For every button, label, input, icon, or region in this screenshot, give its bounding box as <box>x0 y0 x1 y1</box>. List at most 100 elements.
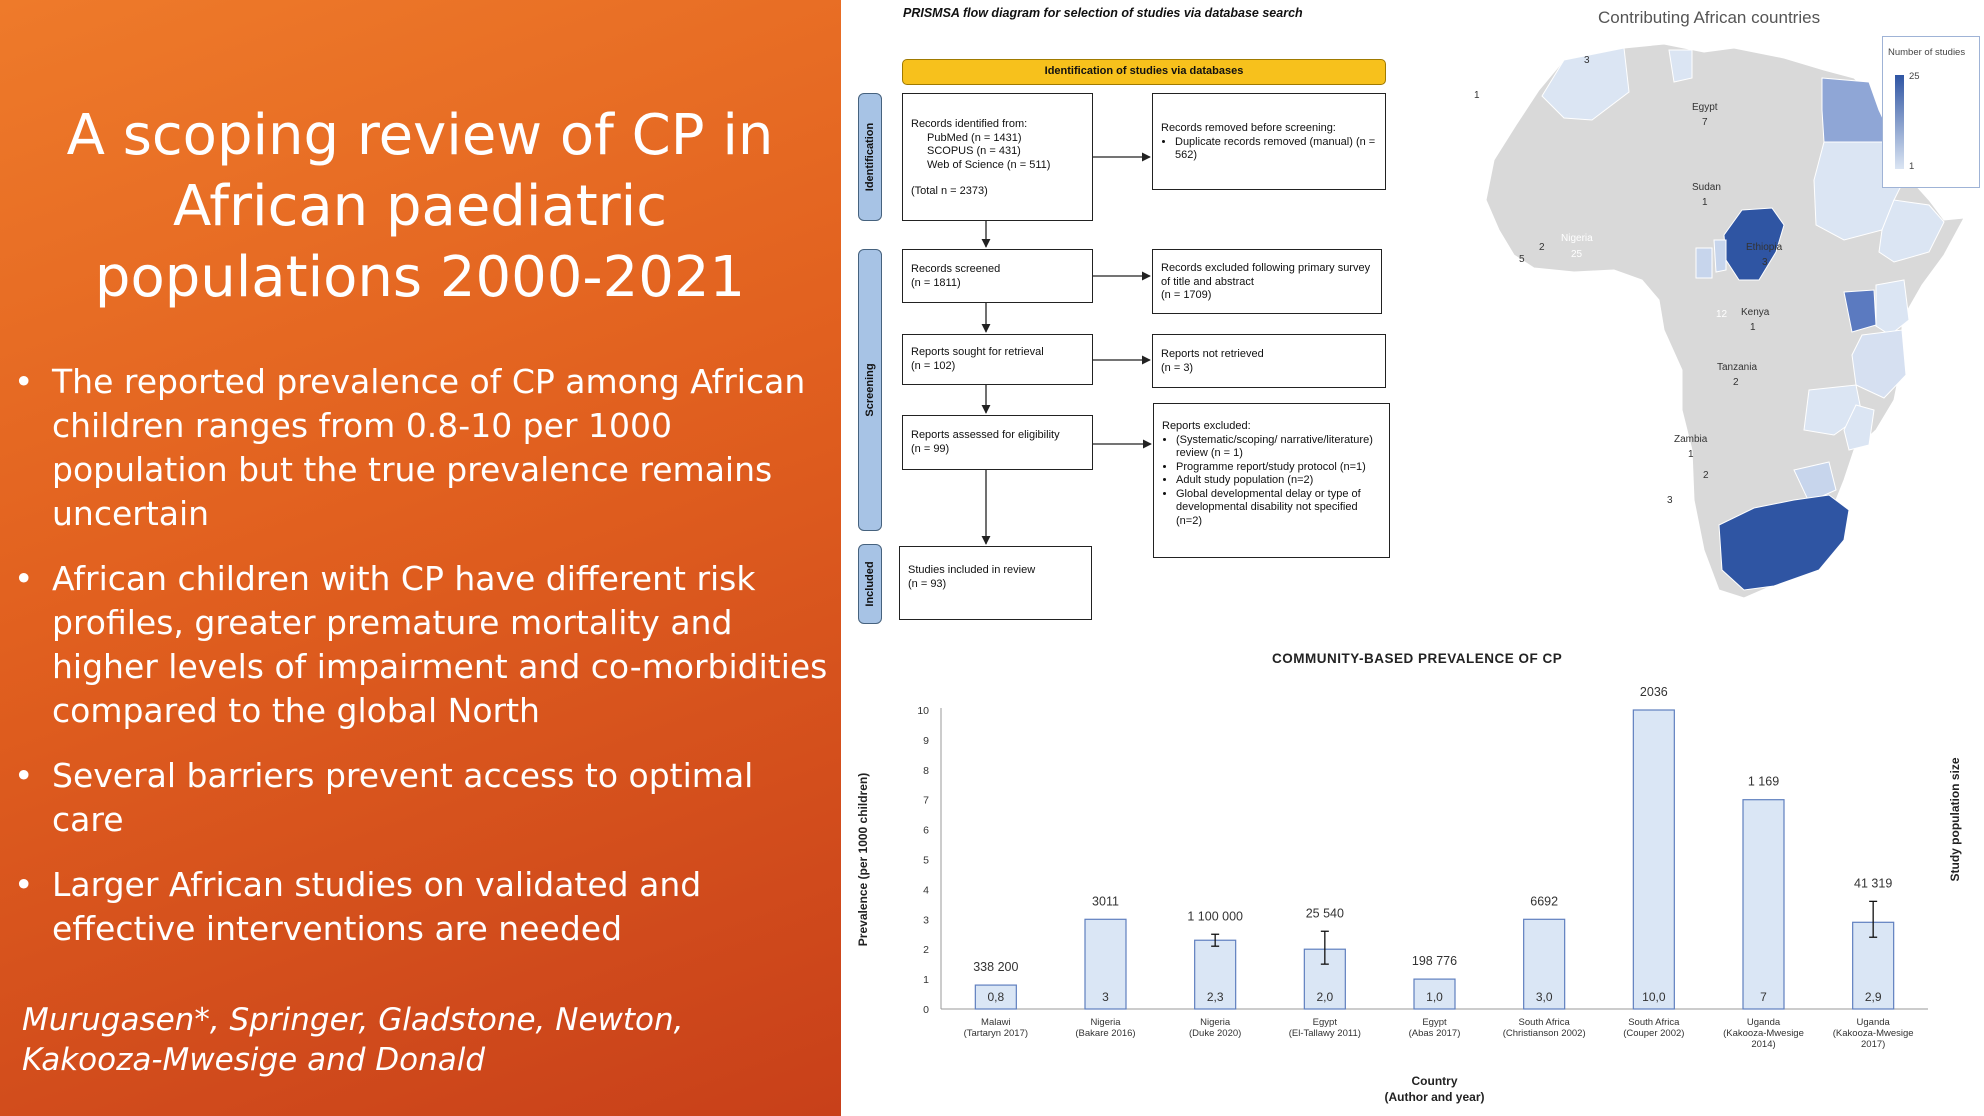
bar-value-label: 3,0 <box>1536 990 1553 1004</box>
finding-item: Several barriers prevent access to optim… <box>12 754 832 842</box>
legend-min: 1 <box>1909 161 1915 172</box>
chart-title: COMMUNITY-BASED PREVALENCE OF CP <box>1272 651 1563 666</box>
x-tick-label: (El-Tallawy 2011) <box>1289 1028 1361 1039</box>
y-tick-label: 5 <box>923 855 929 867</box>
y2-axis-title: Study population size <box>1948 757 1962 881</box>
bar-value-label: 7 <box>1760 990 1767 1004</box>
bar-value-label: 2,0 <box>1316 990 1333 1004</box>
population-size-label: 25 540 <box>1306 906 1344 920</box>
stage-label: Included <box>864 561 876 607</box>
map-count-label: 3 <box>1762 257 1768 268</box>
reports-not-retrieved-label: Reports not retrieved <box>1161 348 1264 360</box>
map-country-label: South Africa <box>1636 552 1690 563</box>
y-tick-label: 10 <box>917 705 929 717</box>
map-region <box>1713 239 1727 273</box>
map-region <box>1541 47 1630 121</box>
reports-excluded-item: Global developmental delay or type of de… <box>1176 488 1381 529</box>
stage-label: Screening <box>864 363 876 417</box>
studies-included-label: Studies included in review <box>908 564 1036 576</box>
map-count-label: 2 <box>1539 242 1545 253</box>
bar <box>1632 709 1675 1010</box>
x-tick-label: (Tartaryn 2017) <box>964 1028 1028 1039</box>
population-size-label: 1 100 000 <box>1187 909 1243 923</box>
y-tick-label: 1 <box>923 974 929 986</box>
y-tick-label: 3 <box>923 914 929 926</box>
records-screened-label: Records screened <box>911 263 1001 275</box>
records-source: PubMed (n = 1431) <box>927 131 1022 144</box>
x-tick-label: Nigeria <box>1200 1017 1231 1028</box>
map-count-label: 1 <box>1702 197 1708 208</box>
map-count-label: 7 <box>1702 117 1708 128</box>
map-title: Contributing African countries <box>1598 8 1821 27</box>
map-country-label: Egypt <box>1692 102 1718 113</box>
x-tick-label: 2017) <box>1861 1039 1885 1050</box>
records-removed-heading: Records removed before screening: <box>1161 122 1336 134</box>
x-tick-label: Malawi <box>981 1017 1011 1028</box>
x-tick-label: (Kakooza-Mwesige <box>1833 1028 1914 1039</box>
x-axis-title: (Author and year) <box>1384 1090 1484 1104</box>
map-count-label: 3 <box>1667 495 1673 506</box>
stage-identification: Identification <box>858 93 882 221</box>
map-count-label: 1 <box>1474 90 1480 101</box>
x-tick-label: Egypt <box>1422 1017 1447 1028</box>
map-region <box>1718 494 1850 591</box>
reports-not-retrieved-box: Reports not retrieved (n = 3) <box>1152 334 1386 388</box>
y-tick-label: 8 <box>923 765 929 777</box>
records-excluded-box: Records excluded following primary surve… <box>1152 249 1382 314</box>
records-excluded-count: (n = 1709) <box>1161 289 1212 301</box>
x-tick-label: (Abas 2017) <box>1409 1028 1461 1039</box>
y-tick-label: 7 <box>923 795 929 807</box>
map-country-label: Kenya <box>1741 307 1770 318</box>
map-legend: Number of studies 25 1 <box>1882 36 1980 188</box>
poster-title: A scoping review of CP in African paedia… <box>66 103 774 310</box>
reports-excluded-list: (Systematic/scoping/ narrative/literatur… <box>1162 434 1381 529</box>
reports-assessed-count: (n = 99) <box>911 442 950 455</box>
x-tick-label: Uganda <box>1747 1017 1781 1028</box>
y-tick-label: 0 <box>923 1004 929 1016</box>
x-tick-label: (Bakare 2016) <box>1075 1028 1135 1039</box>
y-tick-label: 6 <box>923 825 929 837</box>
stage-included: Included <box>858 544 882 624</box>
y-tick-label: 4 <box>923 884 929 896</box>
map-country-label: Zambia <box>1674 434 1708 445</box>
author-list: Murugasen*, Springer, Gladstone, Newton,… <box>22 1002 684 1078</box>
y-tick-label: 9 <box>923 735 929 747</box>
records-excluded-label: Records excluded following primary surve… <box>1161 262 1371 288</box>
reports-assessed-box: Reports assessed for eligibility (n = 99… <box>902 415 1093 470</box>
records-removed-list: Duplicate records removed (manual) (n = … <box>1161 136 1377 163</box>
bar <box>1523 918 1566 1010</box>
bar <box>974 984 1017 1010</box>
map-count-label: 3 <box>1584 55 1590 66</box>
records-identified-box: Records identified from: PubMed (n = 143… <box>902 93 1093 221</box>
finding-item: The reported prevalence of CP among Afri… <box>12 360 832 536</box>
reports-sought-box: Reports sought for retrieval (n = 102) <box>902 334 1093 385</box>
bar-value-label: 0,8 <box>987 990 1004 1004</box>
x-tick-label: Nigeria <box>1090 1017 1121 1028</box>
y-tick-label: 2 <box>923 944 929 956</box>
records-screened-box: Records screened (n = 1811) <box>902 249 1093 303</box>
x-tick-label: (Kakooza-Mwesige <box>1723 1028 1804 1039</box>
bar-value-label: 3 <box>1102 990 1109 1004</box>
bar-value-label: 2,3 <box>1207 990 1224 1004</box>
x-tick-label: (Duke 2020) <box>1189 1028 1241 1039</box>
reports-excluded-heading: Reports excluded: <box>1162 420 1251 432</box>
map-region <box>1668 49 1693 83</box>
population-size-label: 41 319 <box>1854 876 1892 890</box>
bar-value-label: 2,9 <box>1865 990 1882 1004</box>
bar <box>1413 978 1456 1010</box>
map-country-label: Nigeria <box>1561 233 1593 244</box>
population-size-label: 3011 <box>1092 894 1119 908</box>
reports-excluded-item: (Systematic/scoping/ narrative/literatur… <box>1176 434 1381 461</box>
reports-excluded-item: Programme report/study protocol (n=1) <box>1176 461 1381 475</box>
map-count-label: 1 <box>1750 322 1756 333</box>
x-axis-title: Country <box>1412 1074 1458 1088</box>
africa-map <box>1485 43 1965 599</box>
reports-excluded-item: Adult study population (n=2) <box>1176 474 1381 488</box>
x-tick-label: (Christianson 2002) <box>1503 1028 1586 1039</box>
bar <box>1742 799 1785 1010</box>
legend-title: Number of studies <box>1888 47 1966 58</box>
finding-item: African children with CP have different … <box>12 557 832 733</box>
reports-sought-label: Reports sought for retrieval <box>911 346 1044 358</box>
map-count-label: 25 <box>1657 568 1669 579</box>
map-count-label: 25 <box>1571 249 1583 260</box>
